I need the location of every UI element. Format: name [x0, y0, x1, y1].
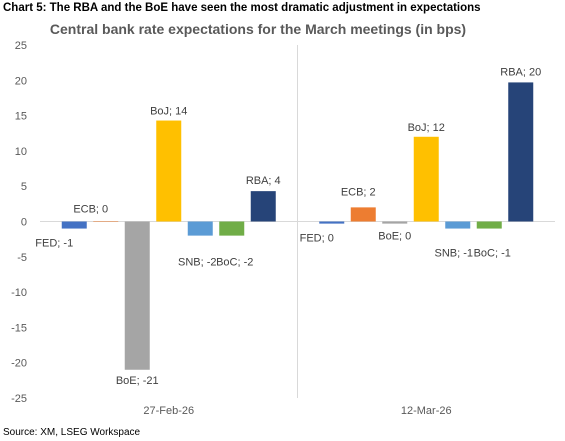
data-label-boj-1: BoJ; 12 [408, 122, 445, 134]
bar-boc-0 [219, 221, 245, 236]
bar-boe-1 [382, 221, 408, 224]
bar-boe-0 [124, 221, 150, 370]
y-tick-label: -10 [11, 287, 27, 299]
chart-caption: Chart 5: The RBA and the BoE have seen t… [3, 2, 481, 14]
data-label-fed-0: FED; -1 [35, 238, 73, 250]
data-label-rba-1: RBA; 20 [500, 66, 541, 78]
bar-ecb-1 [350, 207, 376, 222]
x-category-label: 27-Feb-26 [143, 405, 194, 417]
y-tick-label: -25 [11, 393, 27, 405]
data-label-ecb-0: ECB; 0 [73, 204, 108, 216]
bar-rba-0 [250, 191, 276, 222]
y-axis: 25 20 15 10 5 0 -5 -10 -15 -20 -25 [11, 40, 27, 405]
y-tick-label: -20 [11, 358, 27, 370]
y-tick-label: 15 [15, 111, 27, 123]
data-label-rba-0: RBA; 4 [246, 175, 281, 187]
x-axis: 27-Feb-26 12-Mar-26 [143, 405, 451, 417]
bar-fed-1 [319, 221, 345, 224]
chart-title: Central bank rate expectations for the M… [50, 21, 466, 37]
bar-rba-1 [508, 82, 534, 222]
bar-boc-1 [476, 221, 502, 229]
x-category-label: 12-Mar-26 [401, 405, 452, 417]
y-tick-label: -5 [17, 252, 27, 264]
bar-snb-0 [187, 221, 213, 236]
source-note: Source: XM, LSEG Workspace [3, 427, 141, 438]
bar-boj-0 [156, 120, 182, 222]
data-label-snb-0: SNB; -2 [178, 257, 217, 269]
y-tick-label: -15 [11, 322, 27, 334]
y-tick-label: 0 [21, 217, 27, 229]
y-tick-label: 5 [21, 181, 27, 193]
bar-boj-1 [413, 136, 439, 222]
y-tick-label: 10 [15, 146, 27, 158]
data-label-ecb-1: ECB; 2 [341, 186, 376, 198]
data-label-boc-1: BoC; -1 [474, 248, 511, 260]
y-tick-label: 25 [15, 40, 27, 52]
y-tick-label: 20 [15, 75, 27, 87]
bars [61, 82, 534, 370]
data-label-snb-1: SNB; -1 [434, 248, 473, 260]
data-label-boe-0: BoE; -21 [116, 375, 159, 387]
data-label-boj-0: BoJ; 14 [150, 106, 187, 118]
data-label-boe-1: BoE; 0 [378, 231, 411, 243]
bar-snb-1 [445, 221, 471, 229]
bar-fed-0 [61, 221, 87, 229]
data-label-fed-1: FED; 0 [300, 233, 334, 245]
data-label-boc-0: BoC; -2 [216, 257, 253, 269]
bar-ecb-0 [93, 221, 119, 222]
